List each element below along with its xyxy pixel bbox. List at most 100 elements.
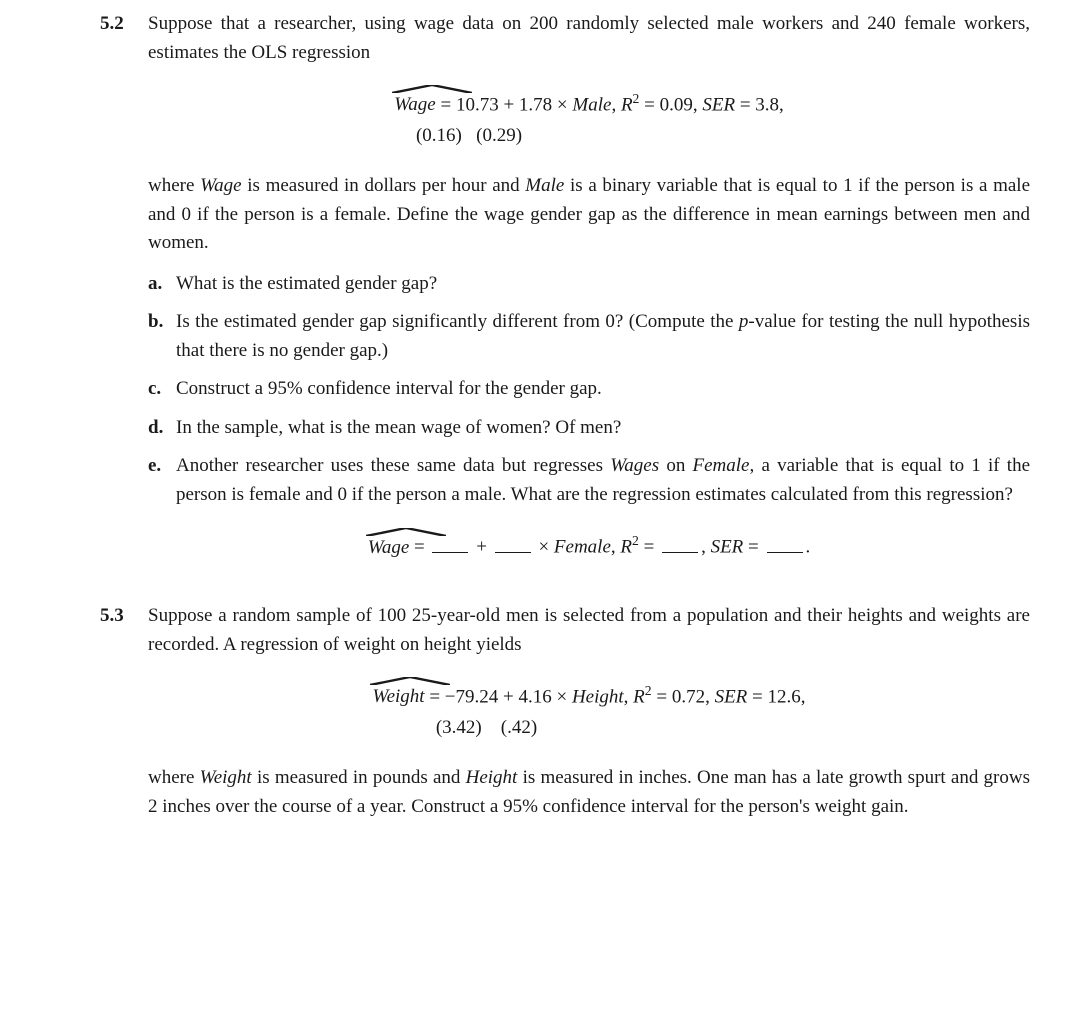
problem-body: Suppose that a researcher, using wage da… xyxy=(148,10,1030,584)
se-intercept: (0.16) xyxy=(416,125,462,146)
r-symbol: R xyxy=(633,686,645,707)
eq-sign: = xyxy=(425,686,445,707)
lhs-var: Weight xyxy=(372,686,424,707)
problem-5-2: 5.2 Suppose that a researcher, using wag… xyxy=(100,10,1030,584)
equation-wage: Wage = 10.73 + 1.78 × Male, R2 = 0.09, S… xyxy=(148,89,1030,150)
slope-var: Height xyxy=(572,686,624,707)
item-c-text: Construct a 95% confidence interval for … xyxy=(176,375,1030,404)
plus-sign: + xyxy=(498,686,518,707)
desc-var-1: Wage xyxy=(200,175,242,196)
item-e-text: Another researcher uses these same data … xyxy=(176,452,1030,509)
hat-icon xyxy=(370,677,450,685)
eq-sign: = xyxy=(409,537,429,558)
eq-sign-3: = xyxy=(735,94,755,115)
item-label-d: d. xyxy=(148,414,176,443)
list-item: c. Construct a 95% confidence interval f… xyxy=(148,375,1030,404)
plus-sign: + xyxy=(499,94,519,115)
eq-sign-3: = xyxy=(747,686,767,707)
r2-value: 0.72 xyxy=(672,686,705,707)
eq-sign: = xyxy=(436,94,456,115)
times-sign: × xyxy=(552,94,572,115)
hat-variable: Wage xyxy=(394,91,436,120)
problem-number: 5.2 xyxy=(100,10,148,584)
comma-2: , xyxy=(705,686,715,707)
e-pre: Another researcher uses these same data … xyxy=(176,455,610,476)
r-squared-exp: 2 xyxy=(632,533,639,548)
slope: 4.16 xyxy=(518,686,551,707)
description-text: where Weight is measured in pounds and H… xyxy=(148,764,1030,821)
hat-icon xyxy=(392,85,472,93)
item-label-b: b. xyxy=(148,308,176,365)
equation-line-1: Wage = 10.73 + 1.78 × Male, R2 = 0.09, S… xyxy=(148,89,1030,120)
lhs-var: Wage xyxy=(394,94,436,115)
item-b-text: Is the estimated gender gap significantl… xyxy=(176,308,1030,365)
comma: , xyxy=(611,94,621,115)
item-label-c: c. xyxy=(148,375,176,404)
intro-text: Suppose that a researcher, using wage da… xyxy=(148,10,1030,67)
r-symbol: R xyxy=(621,94,633,115)
item-a-text: What is the estimated gender gap? xyxy=(176,270,1030,299)
times-sign: × xyxy=(534,537,554,558)
slope: 1.78 xyxy=(519,94,552,115)
ser-label: SER xyxy=(711,537,744,558)
blank-slope xyxy=(495,534,531,553)
problem-body: Suppose a random sample of 100 25-year-o… xyxy=(148,602,1030,833)
desc-mid-1: is measured in dollars per hour and xyxy=(242,175,526,196)
comma-2: , xyxy=(693,94,703,115)
r-squared-exp: 2 xyxy=(645,683,652,698)
plus-sign: + xyxy=(471,537,491,558)
comma-3: , xyxy=(779,94,784,115)
comma: , xyxy=(611,537,621,558)
standard-errors-row: (3.42) (.42) xyxy=(148,714,1030,743)
eq-sign-2: = xyxy=(639,94,659,115)
eq-sign-3: = xyxy=(743,537,763,558)
ser-label: SER xyxy=(715,686,748,707)
equation-wage-blank: Wage = + × Female, R2 = , SER = . xyxy=(148,531,1030,562)
intercept: 10.73 xyxy=(456,94,499,115)
equation-line-1: Weight = −79.24 + 4.16 × Height, R2 = 0.… xyxy=(148,681,1030,712)
list-item: e. Another researcher uses these same da… xyxy=(148,452,1030,509)
description-text: where Wage is measured in dollars per ho… xyxy=(148,172,1030,258)
desc-var-1: Weight xyxy=(200,767,252,788)
se-slope: (0.29) xyxy=(476,125,522,146)
hat-variable: Weight xyxy=(372,683,424,712)
ser-value: 3.8 xyxy=(755,94,779,115)
b-pre: Is the estimated gender gap significantl… xyxy=(176,311,739,332)
desc-var-2: Male xyxy=(525,175,564,196)
intercept: −79.24 xyxy=(445,686,498,707)
list-item: b. Is the estimated gender gap significa… xyxy=(148,308,1030,365)
eq-sign-2: = xyxy=(639,537,659,558)
desc-var-2: Height xyxy=(466,767,518,788)
eq-sign-2: = xyxy=(652,686,672,707)
item-d-text: In the sample, what is the mean wage of … xyxy=(176,414,1030,443)
se-intercept: (3.42) xyxy=(436,717,482,738)
ser-value: 12.6 xyxy=(768,686,801,707)
item-label-a: a. xyxy=(148,270,176,299)
standard-errors-row: (0.16) (0.29) xyxy=(148,122,1030,151)
r2-value: 0.09 xyxy=(660,94,693,115)
lhs-var: Wage xyxy=(368,537,410,558)
e-var-1: Wages xyxy=(610,455,659,476)
intro-text: Suppose a random sample of 100 25-year-o… xyxy=(148,602,1030,659)
list-item: d. In the sample, what is the mean wage … xyxy=(148,414,1030,443)
period: . xyxy=(806,537,811,558)
hat-variable: Wage xyxy=(368,534,410,563)
equation-weight: Weight = −79.24 + 4.16 × Height, R2 = 0.… xyxy=(148,681,1030,742)
comma: , xyxy=(624,686,634,707)
ser-label: SER xyxy=(702,94,735,115)
comma-3: , xyxy=(801,686,806,707)
se-slope: (.42) xyxy=(501,717,537,738)
blank-r2 xyxy=(662,534,698,553)
slope-var: Male xyxy=(572,94,611,115)
comma-2: , xyxy=(701,537,711,558)
list-item: a. What is the estimated gender gap? xyxy=(148,270,1030,299)
blank-ser xyxy=(767,534,803,553)
blank-intercept xyxy=(432,534,468,553)
desc-pre: where xyxy=(148,175,200,196)
b-var: p xyxy=(739,311,749,332)
problem-5-3: 5.3 Suppose a random sample of 100 25-ye… xyxy=(100,602,1030,833)
sub-problems: a. What is the estimated gender gap? b. … xyxy=(148,270,1030,510)
problem-number: 5.3 xyxy=(100,602,148,833)
desc-mid-1: is measured in pounds and xyxy=(252,767,466,788)
slope-var: Female xyxy=(554,537,611,558)
